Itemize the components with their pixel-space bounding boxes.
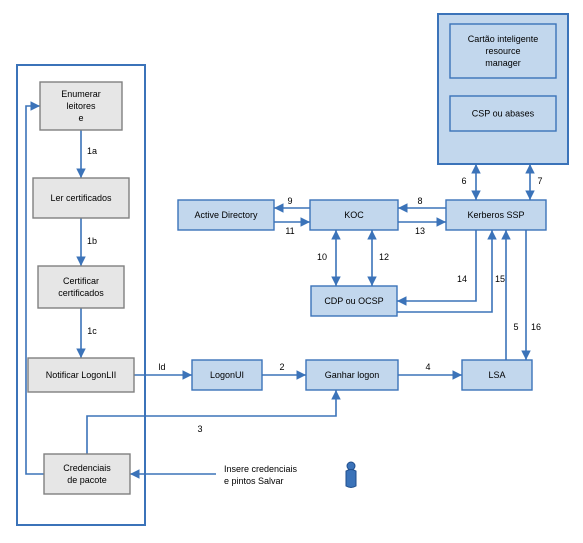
node-label-enum-0: Enumerar xyxy=(61,89,101,99)
node-label-scResMgr-1: resource xyxy=(485,46,520,56)
edge-label-e12: 12 xyxy=(379,252,389,262)
edge-label-e1a: 1a xyxy=(87,146,97,156)
node-label-lsa-0: LSA xyxy=(488,370,505,380)
node-label-credPack-0: Credenciais xyxy=(63,463,111,473)
edge-label-e11: 11 xyxy=(285,226,294,236)
edge-label-e10: 10 xyxy=(317,252,327,262)
node-label-scResMgr-2: manager xyxy=(485,58,521,68)
edge-label-e6: 6 xyxy=(461,176,466,186)
edge-label-e8: 8 xyxy=(417,196,422,206)
edge-label-e15: 15 xyxy=(495,274,505,284)
person-icon xyxy=(346,462,356,488)
node-label-winlogon-0: Ganhar logon xyxy=(325,370,380,380)
edge-label-e5: 5 xyxy=(513,322,518,332)
node-label-enum-1: leitores xyxy=(66,101,96,111)
node-label-enum-2: e xyxy=(78,113,83,123)
edge-label-e14: 14 xyxy=(457,274,467,284)
text-insertCred-1: e pintos Salvar xyxy=(224,476,284,486)
node-label-notify-0: Notificar LogonLII xyxy=(46,370,117,380)
text-insertCred-0: Insere credenciais xyxy=(224,464,298,474)
node-credPack xyxy=(44,454,130,494)
edge-label-e4: 4 xyxy=(425,362,430,372)
node-label-kerb-0: Kerberos SSP xyxy=(467,210,524,220)
node-label-cdp-0: CDP ou OCSP xyxy=(324,296,383,306)
edge-label-e1c: 1c xyxy=(87,326,97,336)
node-label-certCerts-0: Certificar xyxy=(63,276,99,286)
edge-label-e1b: 1b xyxy=(87,236,97,246)
edge-label-e7: 7 xyxy=(537,176,542,186)
edge-e15 xyxy=(397,230,492,312)
edge-e14 xyxy=(397,230,476,301)
node-label-logonui-0: LogonUI xyxy=(210,370,244,380)
node-label-credPack-1: de pacote xyxy=(67,475,107,485)
node-label-readCerts-0: Ler certificados xyxy=(50,193,112,203)
node-label-cspBases-0: CSP ou abases xyxy=(472,109,535,119)
node-label-certCerts-1: certificados xyxy=(58,288,104,298)
edge-e3 xyxy=(87,390,336,454)
node-label-ad-0: Active Directory xyxy=(194,210,258,220)
node-label-scResMgr-0: Cartão inteligente xyxy=(468,34,539,44)
edge-label-e2: 2 xyxy=(279,362,284,372)
edge-label-e13: 13 xyxy=(415,226,425,236)
node-label-koc-0: KOC xyxy=(344,210,364,220)
edge-label-e3: 3 xyxy=(197,424,202,434)
node-certCerts xyxy=(38,266,124,308)
edge-label-e16: 16 xyxy=(531,322,541,332)
edge-label-e9: 9 xyxy=(287,196,292,206)
edge-label-ld: ld xyxy=(158,362,165,372)
